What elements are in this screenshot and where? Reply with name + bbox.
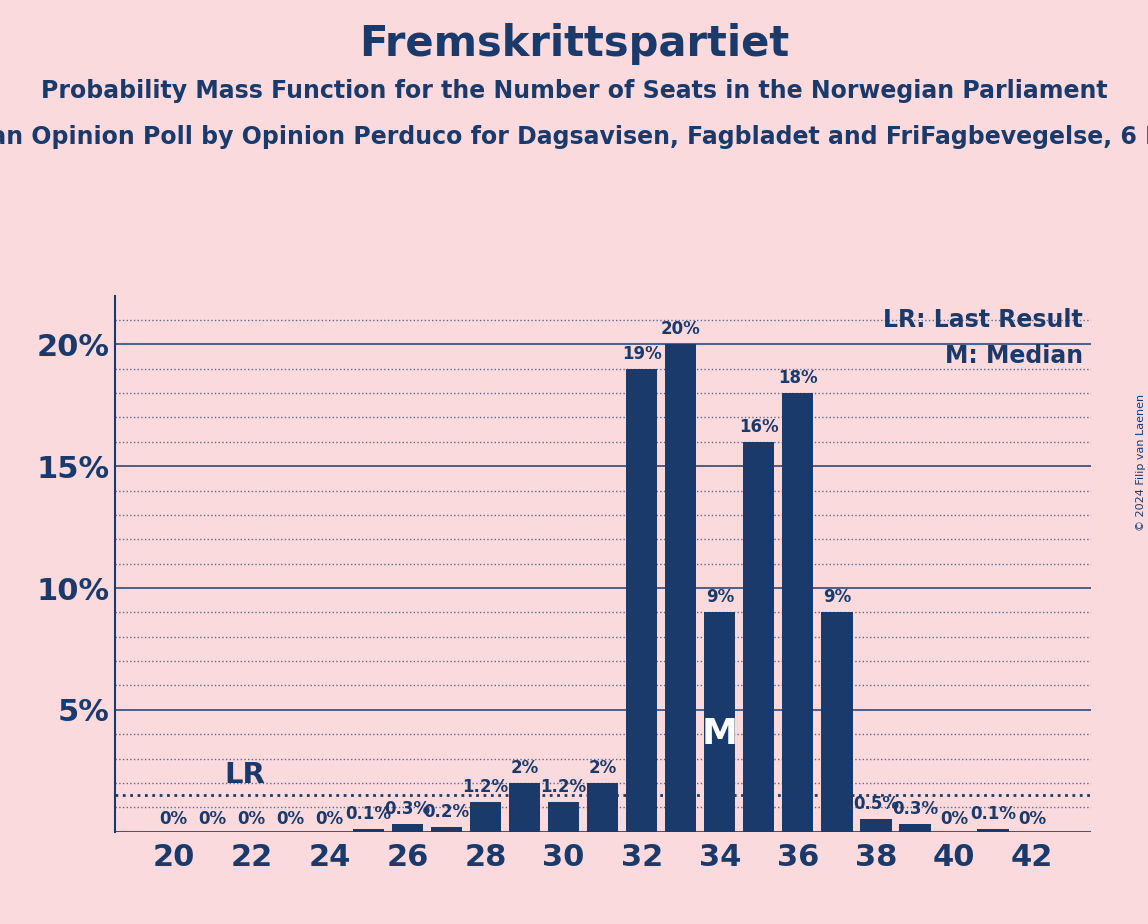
Text: 0%: 0% — [316, 810, 343, 828]
Bar — [509, 783, 541, 832]
Text: 2%: 2% — [589, 759, 616, 777]
Text: on an Opinion Poll by Opinion Perduco for Dagsavisen, Fagbladet and FriFagbevege: on an Opinion Poll by Opinion Perduco fo… — [0, 125, 1148, 149]
Text: 2%: 2% — [511, 759, 538, 777]
Bar — [665, 345, 697, 832]
Text: 9%: 9% — [823, 589, 851, 606]
Bar — [352, 829, 385, 832]
Text: 1.2%: 1.2% — [541, 778, 587, 796]
Bar — [743, 442, 775, 832]
Bar — [548, 802, 580, 832]
Text: Probability Mass Function for the Number of Seats in the Norwegian Parliament: Probability Mass Function for the Number… — [40, 79, 1108, 103]
Text: M: Median: M: Median — [945, 345, 1083, 369]
Text: © 2024 Filip van Laenen: © 2024 Filip van Laenen — [1135, 394, 1146, 530]
Text: LR: Last Result: LR: Last Result — [883, 308, 1083, 332]
Bar — [470, 802, 502, 832]
Bar — [782, 393, 814, 832]
Bar — [899, 824, 931, 832]
Text: LR: LR — [224, 761, 265, 789]
Bar — [860, 820, 892, 832]
Text: M: M — [701, 717, 738, 751]
Text: 20%: 20% — [661, 321, 700, 338]
Bar — [391, 824, 424, 832]
Text: 0%: 0% — [1018, 810, 1046, 828]
Text: 18%: 18% — [778, 369, 817, 387]
Text: 9%: 9% — [706, 589, 734, 606]
Text: 0%: 0% — [199, 810, 226, 828]
Text: 0.1%: 0.1% — [346, 805, 391, 823]
Text: 19%: 19% — [622, 345, 661, 362]
Bar — [430, 827, 463, 832]
Text: 0%: 0% — [238, 810, 265, 828]
Text: 0.5%: 0.5% — [853, 796, 899, 813]
Text: 16%: 16% — [739, 418, 778, 436]
Bar — [821, 613, 853, 832]
Text: 1.2%: 1.2% — [463, 778, 509, 796]
Bar — [704, 613, 736, 832]
Text: 0%: 0% — [160, 810, 187, 828]
Text: 0.2%: 0.2% — [424, 803, 470, 821]
Bar — [626, 369, 658, 832]
Text: 0%: 0% — [940, 810, 968, 828]
Text: Fremskrittspartiet: Fremskrittspartiet — [359, 23, 789, 65]
Text: 0.3%: 0.3% — [892, 800, 938, 819]
Bar — [977, 829, 1009, 832]
Text: 0.3%: 0.3% — [385, 800, 430, 819]
Bar — [587, 783, 619, 832]
Text: 0%: 0% — [277, 810, 304, 828]
Text: 0.1%: 0.1% — [970, 805, 1016, 823]
